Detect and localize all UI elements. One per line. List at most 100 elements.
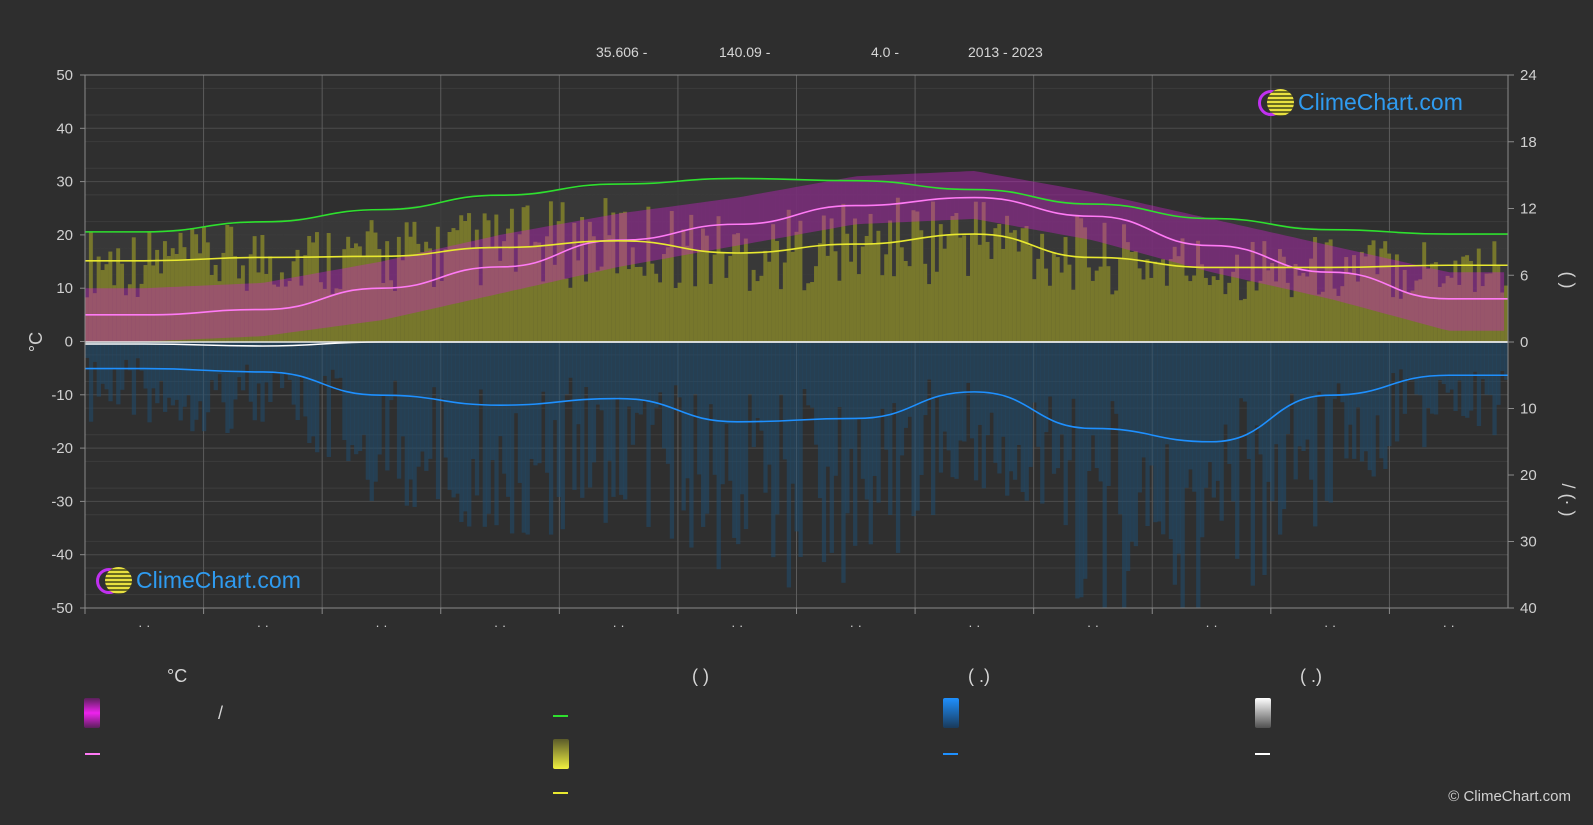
- precip-bar: [895, 342, 901, 553]
- sunshine-bar: [1227, 282, 1232, 342]
- daylight-bar: [1188, 215, 1193, 342]
- precip-bar: [1316, 342, 1322, 392]
- daylight-bar: [654, 182, 659, 342]
- sunshine-bar: [1426, 268, 1431, 342]
- precip-bar: [1340, 342, 1345, 403]
- daylight-bar: [1320, 228, 1326, 342]
- precip-bar: [693, 342, 698, 395]
- sunshine-bar: [1469, 260, 1474, 342]
- precip-bar: [927, 342, 932, 380]
- precip-bar: [330, 342, 335, 370]
- precip-bar: [88, 342, 94, 422]
- precip-bar: [1083, 342, 1088, 579]
- precip-bar: [1367, 342, 1372, 471]
- sunshine-bar: [1141, 279, 1146, 342]
- sunshine-bar: [1075, 215, 1080, 342]
- logo-sun-icon: [1267, 89, 1294, 116]
- logo-top[interactable]: ClimeChart.com: [1258, 89, 1463, 116]
- precip-bar: [1098, 342, 1103, 482]
- sunshine-bar: [1488, 273, 1493, 342]
- sunshine-bar: [513, 271, 519, 342]
- precip-bar: [162, 342, 168, 412]
- sunshine-bar: [279, 272, 285, 342]
- sunshine-bar: [853, 218, 858, 342]
- x-tick-label: · ·: [1087, 618, 1099, 633]
- precip-bar: [1059, 342, 1064, 435]
- sunshine-bar: [205, 242, 211, 342]
- y-right-top-axis-label: ( ): [1558, 272, 1578, 289]
- daylight-bar: [782, 179, 788, 342]
- precip-bar: [237, 342, 242, 378]
- sunshine-bar: [1258, 280, 1263, 342]
- sunshine-bar: [1406, 292, 1411, 342]
- precip-bar: [1102, 342, 1107, 608]
- precip-bar: [1164, 342, 1170, 445]
- sunshine-bar: [786, 209, 792, 342]
- sunshine-bar: [685, 245, 690, 342]
- precip-bar: [993, 342, 998, 463]
- sunshine-bar: [408, 236, 413, 342]
- precip-bar: [763, 342, 768, 493]
- precip-bar: [256, 342, 261, 384]
- daylight-bar: [615, 184, 620, 342]
- precip-bar: [279, 342, 285, 389]
- daylight-bar: [135, 231, 140, 342]
- precip-bar: [810, 342, 815, 408]
- daily-streaks: [85, 178, 1509, 608]
- daylight-bar: [634, 183, 640, 342]
- daylight-bar: [767, 179, 772, 342]
- precip-bar: [720, 342, 725, 485]
- daylight-bar: [1223, 219, 1228, 342]
- sunshine-bar: [739, 252, 745, 342]
- sunshine-bar: [607, 235, 612, 342]
- sunshine-bar: [825, 255, 831, 342]
- sunshine-bar: [1309, 258, 1314, 342]
- sunshine-bar: [162, 241, 168, 342]
- precip-bar: [845, 342, 850, 514]
- sunshine-bar: [829, 218, 834, 342]
- temp-range-band: [85, 171, 1505, 342]
- sunshine-bar: [1051, 252, 1057, 342]
- daylight-bar: [1032, 196, 1037, 342]
- sunshine-bar: [856, 274, 862, 342]
- precip-bar: [213, 342, 218, 391]
- precip-bar: [778, 342, 784, 395]
- sunshine-bar: [490, 248, 495, 342]
- sunshine-bar: [989, 258, 994, 342]
- legend-sunshine-line: [553, 792, 568, 794]
- sunshine-bar: [564, 278, 569, 342]
- sunshine-bar: [478, 285, 484, 342]
- precip-bar: [685, 342, 690, 479]
- daylight-bar: [802, 179, 807, 342]
- precip-bar: [786, 342, 792, 588]
- copyright: © ClimeChart.com: [1448, 788, 1571, 805]
- sunshine-bar: [977, 244, 983, 342]
- precip-bar: [416, 342, 421, 467]
- precip-bar: [798, 342, 803, 557]
- logo-bottom[interactable]: ClimeChart.com: [96, 567, 301, 594]
- precip-bar: [143, 342, 148, 389]
- y-left-tick-label: -20: [51, 440, 73, 457]
- precip-bar: [619, 342, 624, 495]
- sunshine-bar: [389, 280, 394, 342]
- sunshine-bar: [545, 236, 550, 342]
- sunshine-bar: [1359, 251, 1365, 342]
- precip-bar: [958, 342, 963, 441]
- precip-bar: [1079, 342, 1084, 598]
- sunshine-bar: [661, 254, 667, 342]
- precip-bar: [459, 342, 464, 522]
- sunshine-bar: [689, 214, 694, 342]
- daylight-bar: [1332, 229, 1337, 342]
- sunshine-bar: [295, 249, 300, 342]
- sunshine-bar: [650, 263, 655, 342]
- x-tick-label: · ·: [257, 618, 269, 633]
- precip-bar: [572, 342, 577, 490]
- precip-bar: [1313, 342, 1318, 527]
- precip-bar: [712, 342, 717, 475]
- daylight-bar: [330, 214, 335, 342]
- sunshine-bar: [1114, 290, 1119, 342]
- daylight-bar: [392, 208, 398, 342]
- daylight-bar: [338, 214, 343, 342]
- precip-bar: [428, 342, 433, 459]
- precip-bar: [451, 342, 456, 498]
